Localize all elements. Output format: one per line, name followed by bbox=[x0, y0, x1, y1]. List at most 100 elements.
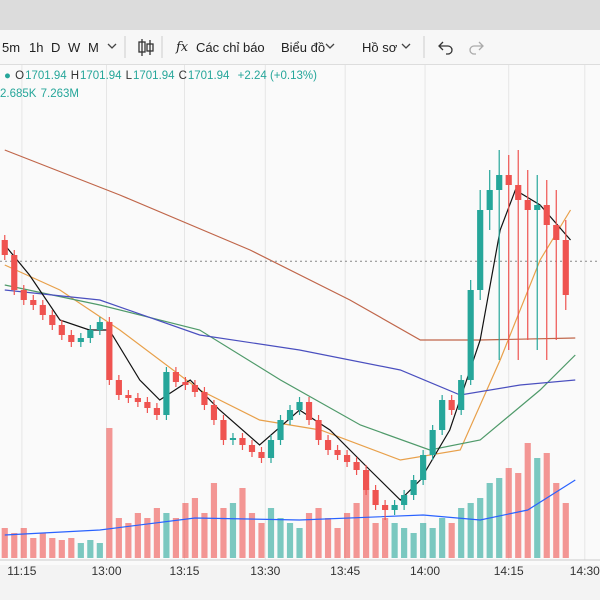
volume-bar bbox=[267, 508, 275, 558]
volume-bar bbox=[524, 443, 531, 558]
candle-body bbox=[20, 290, 27, 300]
interval-button[interactable]: W bbox=[68, 40, 81, 55]
candle-body bbox=[458, 380, 465, 410]
volume-bar bbox=[477, 498, 484, 558]
volume-bar bbox=[420, 523, 427, 558]
volume-bar bbox=[543, 453, 550, 558]
ohlc-key: O bbox=[15, 70, 25, 82]
indicators-button[interactable]: Các chỉ báo bbox=[196, 40, 265, 55]
volume-bar bbox=[334, 528, 341, 558]
volume-bar bbox=[439, 518, 446, 558]
candle-body bbox=[315, 420, 322, 440]
volume-bar bbox=[296, 528, 303, 558]
candle-body bbox=[448, 400, 455, 410]
volume-bar bbox=[39, 533, 46, 558]
undo-icon[interactable] bbox=[438, 41, 453, 55]
chevron[interactable] bbox=[325, 43, 335, 49]
chevron[interactable] bbox=[107, 43, 117, 49]
ohlc-key: H bbox=[70, 70, 79, 82]
candle-body bbox=[382, 505, 389, 510]
candle-body bbox=[562, 240, 569, 295]
interval-button[interactable]: M bbox=[88, 40, 99, 55]
candle-body bbox=[1, 240, 8, 255]
profile-button[interactable]: Hồ sơ bbox=[362, 40, 398, 55]
volume-bar bbox=[210, 483, 218, 558]
candle-body bbox=[144, 402, 151, 408]
volume-bar bbox=[305, 513, 313, 558]
volume-bar bbox=[106, 428, 113, 558]
candle-body bbox=[267, 440, 275, 458]
volume-bar bbox=[191, 498, 199, 558]
candle-body bbox=[115, 380, 122, 395]
candle-body bbox=[210, 405, 218, 420]
volume-value: 2.685K bbox=[0, 88, 37, 100]
ohlc-value: 1701.94 bbox=[132, 70, 175, 82]
volume-row: 2.685K 7.263M bbox=[0, 88, 318, 100]
interval-button[interactable]: 1h bbox=[29, 40, 44, 55]
volume-bar bbox=[68, 538, 75, 558]
volume-bar bbox=[448, 523, 455, 558]
volume-bar bbox=[229, 503, 237, 558]
candle-body bbox=[77, 338, 84, 342]
candle-body bbox=[182, 382, 189, 385]
candle-body bbox=[134, 398, 141, 402]
volume-bar bbox=[220, 508, 227, 558]
candle-body bbox=[372, 490, 379, 505]
volume-bar bbox=[362, 488, 370, 558]
candle-body bbox=[68, 335, 75, 342]
candle-body bbox=[543, 205, 550, 225]
x-tick-label: 14:00 bbox=[410, 564, 440, 578]
volume-bar bbox=[87, 540, 94, 558]
volume-ma-line bbox=[4, 479, 576, 536]
candle-body bbox=[486, 190, 493, 210]
volume-bar bbox=[391, 523, 398, 558]
volume-bar bbox=[125, 523, 132, 558]
candle-body bbox=[420, 455, 427, 480]
volume-bar bbox=[153, 508, 160, 558]
candle-body bbox=[429, 430, 436, 455]
volume-bar bbox=[401, 528, 408, 558]
candle-body bbox=[362, 470, 370, 490]
moving-average-line bbox=[4, 284, 576, 451]
volume-bar bbox=[30, 538, 37, 558]
volume-bar bbox=[534, 458, 541, 558]
candle-body bbox=[239, 438, 246, 445]
volume-bar bbox=[182, 503, 189, 558]
interval-button[interactable]: 5m bbox=[2, 40, 21, 55]
indicators-icon[interactable]: fx bbox=[176, 40, 189, 55]
volume-bar bbox=[277, 518, 284, 558]
candle-body bbox=[39, 305, 46, 315]
volume-bar bbox=[505, 468, 512, 558]
candle-body bbox=[30, 300, 37, 305]
volume-bar bbox=[382, 518, 389, 558]
volume-bar bbox=[172, 518, 180, 558]
candle-body bbox=[229, 438, 237, 440]
ohlc: O1701.94 H1701.94 L1701.94 C1701.94 bbox=[15, 70, 233, 82]
x-tick-label: 13:45 bbox=[330, 564, 360, 578]
volume-bar bbox=[49, 538, 56, 558]
candle-body bbox=[106, 322, 113, 380]
ohlc-key: C bbox=[178, 70, 187, 82]
dot: ● bbox=[4, 70, 11, 82]
candle-body bbox=[49, 315, 56, 325]
volume-bar bbox=[248, 513, 256, 558]
candle-body bbox=[153, 408, 160, 415]
candle-body bbox=[553, 225, 560, 240]
chart-button[interactable]: Biểu đồ bbox=[281, 40, 326, 55]
candle-body bbox=[401, 495, 408, 505]
candle-icon[interactable] bbox=[138, 39, 154, 56]
candle-body bbox=[296, 402, 303, 410]
redo-icon[interactable] bbox=[469, 41, 484, 55]
candle-body bbox=[11, 255, 18, 290]
interval-button[interactable]: D bbox=[51, 40, 61, 55]
volume-bar bbox=[201, 513, 208, 558]
candle-body bbox=[201, 392, 208, 405]
volume-bar bbox=[258, 523, 265, 558]
candle-body bbox=[334, 450, 341, 455]
candle-body bbox=[163, 372, 170, 415]
chevron[interactable] bbox=[401, 43, 411, 49]
volume-bar bbox=[324, 518, 332, 558]
ohlc-value: 1701.94 bbox=[187, 70, 230, 82]
candle-body bbox=[191, 385, 199, 392]
candle-body bbox=[220, 420, 227, 440]
